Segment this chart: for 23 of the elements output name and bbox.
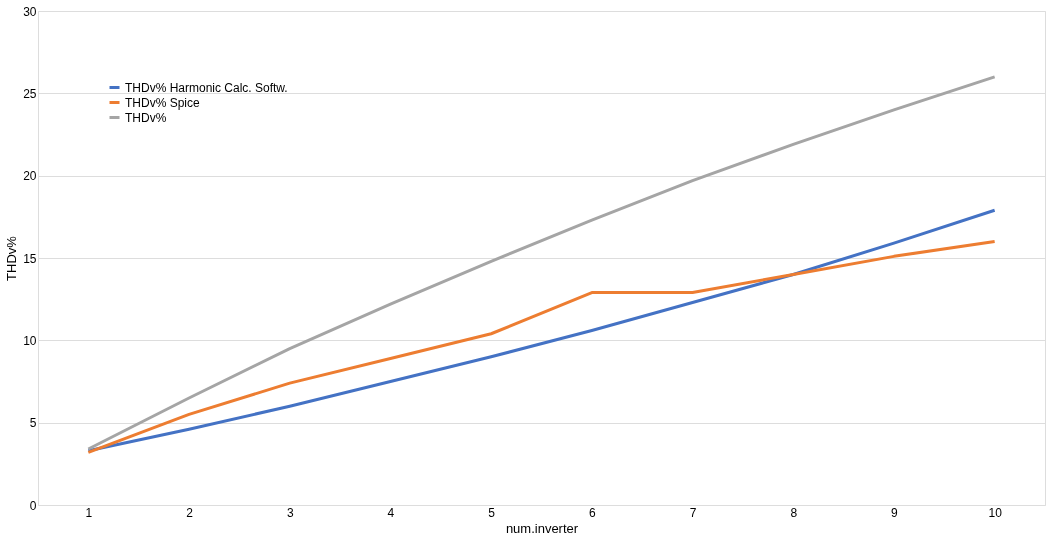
legend-label: THDv% Harmonic Calc. Softw.: [125, 80, 288, 95]
x-tick-label: 6: [589, 505, 597, 520]
legend-label: THDv% Spice: [125, 95, 201, 110]
y-axis-title: THDv%: [4, 235, 20, 281]
x-axis-title: num.inverter: [505, 520, 579, 536]
legend-label: THDv%: [125, 110, 167, 125]
x-tick-label: 7: [689, 505, 697, 520]
x-tick-label: 8: [790, 505, 798, 520]
y-tick-label: 20: [23, 169, 37, 184]
x-tick-label: 1: [85, 505, 93, 520]
y-tick-label: 10: [23, 333, 37, 348]
y-tick-label: 25: [23, 86, 37, 101]
x-tick-label: 10: [988, 505, 1003, 520]
x-tick-label: 5: [488, 505, 496, 520]
y-tick-label: 30: [23, 4, 37, 19]
x-tick-label: 4: [387, 505, 395, 520]
y-tick-label: 15: [23, 251, 37, 266]
x-tick-label: 2: [186, 505, 194, 520]
y-tick-label: 0: [29, 498, 37, 513]
line-series: [86, 75, 997, 451]
y-tick-label: 5: [29, 416, 37, 431]
x-tick-label: 9: [891, 505, 899, 520]
x-tick-label: 3: [286, 505, 294, 520]
